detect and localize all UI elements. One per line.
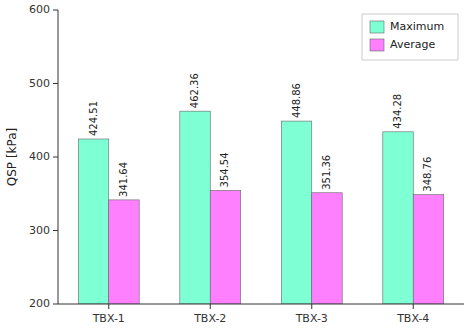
data-label: 354.54	[219, 152, 230, 187]
y-tick	[53, 83, 58, 84]
legend: Maximum Average	[362, 14, 458, 60]
y-tick	[53, 157, 58, 158]
data-label: 348.76	[422, 157, 433, 192]
chart-container: 424.51 462.36 448.86 434.28 341.64 354.54 351.…	[0, 0, 474, 334]
legend-label: Average	[390, 38, 435, 51]
x-tick	[413, 304, 414, 309]
legend-label: Maximum	[390, 20, 444, 33]
x-tick	[108, 304, 109, 309]
bar	[413, 195, 443, 304]
data-label: 341.64	[118, 162, 129, 197]
x-tick-label: TBX-4	[396, 312, 429, 325]
bar	[383, 132, 413, 304]
y-axis-label: QSP [kPa]	[5, 128, 19, 186]
legend-swatch	[370, 21, 384, 33]
y-tick-label: 300	[29, 224, 50, 237]
data-labels: 424.51 462.36 448.86 434.28 341.64 354.54 351.…	[88, 73, 434, 197]
bar	[281, 121, 311, 304]
y-tick	[53, 304, 58, 305]
data-label: 434.28	[392, 94, 403, 129]
y-tick-label: 500	[29, 77, 50, 90]
x-tick-label: TBX-2	[193, 312, 226, 325]
y-tick-label: 200	[29, 297, 50, 310]
legend-swatch	[370, 39, 384, 51]
bars	[78, 111, 443, 304]
x-tick-label: TBX-1	[92, 312, 125, 325]
y-tick-label: 400	[29, 150, 50, 163]
bar	[312, 193, 342, 304]
bar	[210, 190, 240, 304]
x-tick	[210, 304, 211, 309]
y-tick-label: 600	[29, 3, 50, 16]
legend-box	[362, 14, 458, 60]
y-tick	[53, 10, 58, 11]
bar	[78, 139, 108, 304]
y-tick	[53, 230, 58, 231]
x-tick	[311, 304, 312, 309]
bar	[109, 200, 139, 304]
chart: 424.51 462.36 448.86 434.28 341.64 354.54 351.…	[0, 0, 474, 334]
bar	[180, 111, 210, 304]
data-label: 462.36	[189, 73, 200, 108]
x-tick-label: TBX-3	[295, 312, 328, 325]
x-axis-line	[58, 304, 464, 305]
data-label: 424.51	[88, 101, 99, 136]
data-label: 351.36	[321, 155, 332, 190]
data-label: 448.86	[291, 83, 302, 118]
